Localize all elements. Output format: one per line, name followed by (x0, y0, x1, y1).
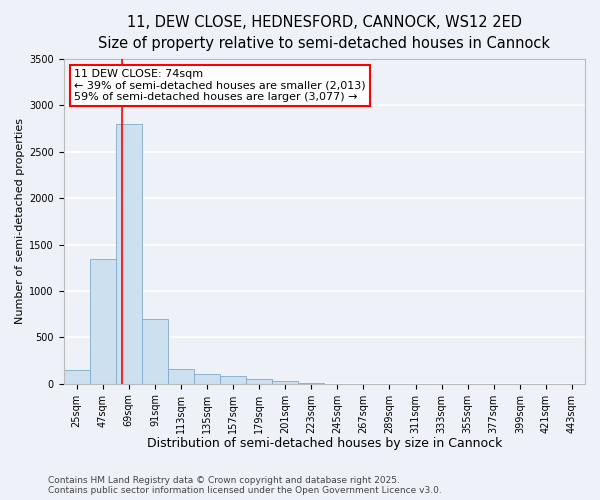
Bar (116, 124, 142, 384)
Bar (272, 381, 298, 384)
Text: 11 DEW CLOSE: 74sqm
← 39% of semi-detached houses are smaller (2,013)
59% of sem: 11 DEW CLOSE: 74sqm ← 39% of semi-detach… (74, 69, 365, 102)
Bar (220, 376, 246, 384)
Bar (194, 374, 220, 384)
Bar (64, 370, 90, 384)
Bar (90, 258, 116, 384)
Y-axis label: Number of semi-detached properties: Number of semi-detached properties (15, 118, 25, 324)
X-axis label: Distribution of semi-detached houses by size in Cannock: Distribution of semi-detached houses by … (146, 437, 502, 450)
Bar (168, 369, 194, 384)
Bar (246, 379, 272, 384)
Title: 11, DEW CLOSE, HEDNESFORD, CANNOCK, WS12 2ED
Size of property relative to semi-d: 11, DEW CLOSE, HEDNESFORD, CANNOCK, WS12… (98, 15, 550, 51)
Text: Contains HM Land Registry data © Crown copyright and database right 2025.
Contai: Contains HM Land Registry data © Crown c… (48, 476, 442, 495)
Bar (142, 319, 168, 384)
